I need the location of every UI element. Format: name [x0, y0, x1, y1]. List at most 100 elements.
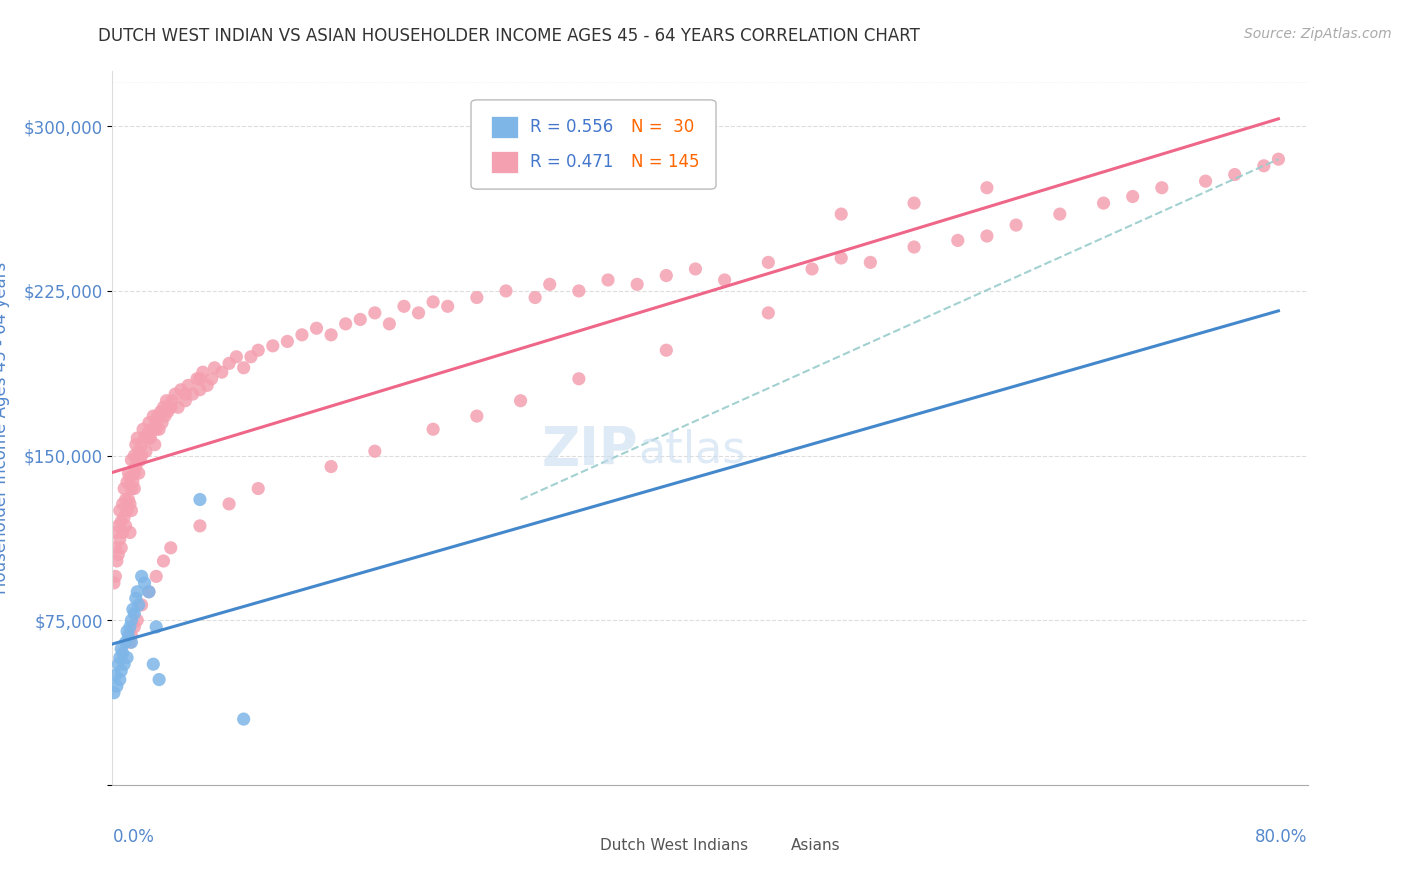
Point	[104, 541, 127, 555]
Point	[191, 365, 214, 379]
Point	[568, 372, 591, 386]
Point	[1253, 159, 1275, 173]
Point	[211, 365, 233, 379]
Point	[124, 466, 146, 480]
Point	[1223, 168, 1246, 182]
Bar	[491, 152, 517, 173]
Point	[859, 255, 882, 269]
Point	[218, 497, 240, 511]
Point	[378, 317, 401, 331]
Point	[596, 273, 619, 287]
Point	[188, 383, 211, 397]
Point	[131, 598, 153, 612]
Point	[232, 712, 254, 726]
Text: N =  30: N = 30	[631, 118, 695, 136]
Point	[408, 306, 430, 320]
Point	[115, 503, 138, 517]
Point	[117, 492, 139, 507]
Point	[112, 510, 135, 524]
Point	[124, 620, 146, 634]
Point	[152, 554, 174, 568]
Point	[145, 416, 167, 430]
Point	[143, 437, 166, 451]
Point	[135, 444, 157, 458]
Point	[976, 180, 998, 194]
Text: DUTCH WEST INDIAN VS ASIAN HOUSEHOLDER INCOME AGES 45 - 64 YEARS CORRELATION CHA: DUTCH WEST INDIAN VS ASIAN HOUSEHOLDER I…	[98, 27, 921, 45]
Text: R = 0.556: R = 0.556	[530, 118, 613, 136]
Point	[122, 602, 145, 616]
Point	[232, 360, 254, 375]
Point	[114, 492, 136, 507]
Point	[946, 234, 969, 248]
Point	[349, 312, 371, 326]
Point	[1267, 152, 1289, 166]
Point	[364, 444, 387, 458]
Point	[903, 196, 925, 211]
Point	[181, 387, 204, 401]
Point	[114, 519, 136, 533]
Point	[976, 229, 998, 244]
Point	[830, 207, 852, 221]
Point	[188, 519, 211, 533]
Point	[120, 503, 142, 517]
Point	[156, 405, 179, 419]
Point	[127, 613, 149, 627]
Point	[200, 372, 222, 386]
Point	[105, 525, 128, 540]
Point	[118, 620, 141, 634]
Point	[188, 492, 211, 507]
Point	[105, 554, 128, 568]
Point	[103, 686, 125, 700]
Point	[118, 635, 141, 649]
Point	[149, 405, 172, 419]
Point	[120, 482, 142, 496]
Point	[142, 409, 165, 423]
Point	[103, 576, 125, 591]
Point	[177, 378, 200, 392]
Point	[305, 321, 328, 335]
Point	[422, 422, 444, 436]
Point	[148, 673, 170, 687]
Point	[110, 664, 132, 678]
Point	[756, 306, 779, 320]
Point	[127, 431, 149, 445]
Point	[568, 284, 591, 298]
Point	[174, 393, 197, 408]
Point	[1092, 196, 1115, 211]
Point	[112, 657, 135, 672]
Point	[131, 437, 153, 451]
Point	[107, 519, 129, 533]
Point	[1122, 189, 1144, 203]
Point	[174, 387, 197, 401]
Point	[127, 584, 149, 599]
Point	[129, 453, 152, 467]
Point	[105, 679, 128, 693]
Point	[132, 422, 155, 436]
Point	[1005, 218, 1028, 232]
Point	[104, 668, 127, 682]
Point	[170, 383, 193, 397]
Point	[141, 422, 163, 436]
Text: atlas: atlas	[638, 428, 745, 471]
Point	[335, 317, 357, 331]
Point	[138, 584, 160, 599]
Point	[131, 449, 153, 463]
Point	[108, 673, 131, 687]
Point	[145, 422, 167, 436]
Point	[111, 497, 134, 511]
Point	[1194, 174, 1216, 188]
Point	[128, 598, 150, 612]
Text: ZIP: ZIP	[541, 424, 638, 475]
Point	[120, 635, 142, 649]
Point	[127, 453, 149, 467]
Bar	[567, 838, 593, 855]
Point	[145, 569, 167, 583]
Point	[117, 629, 139, 643]
Point	[128, 466, 150, 480]
Point	[165, 387, 187, 401]
Point	[655, 268, 678, 283]
Point	[124, 607, 146, 621]
FancyBboxPatch shape	[471, 100, 716, 189]
Point	[145, 620, 167, 634]
Point	[117, 466, 139, 480]
